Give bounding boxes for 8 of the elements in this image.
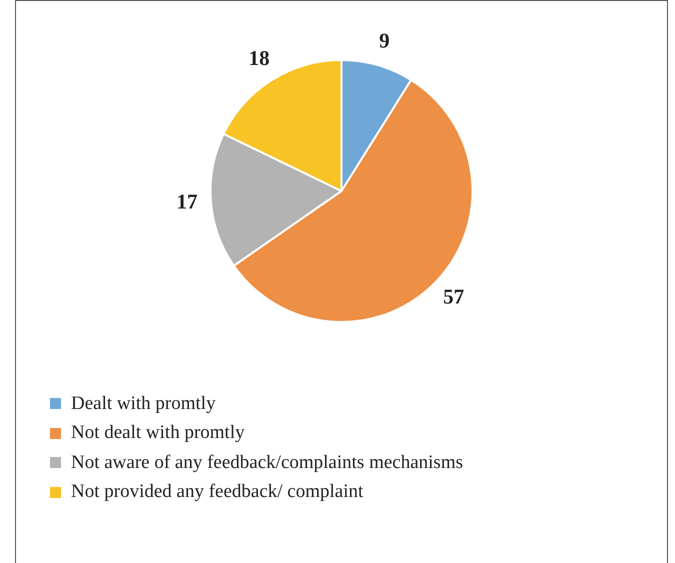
data-label: 9 <box>379 28 390 52</box>
legend-label: Not dealt with promtly <box>71 422 245 444</box>
data-label: 17 <box>176 189 198 214</box>
legend-label: Not aware of any feedback/complaints mechanisms <box>71 452 463 474</box>
legend-label: Not provided any feedback/ complaint <box>71 481 364 504</box>
data-label: 18 <box>248 46 270 70</box>
data-label: 57 <box>443 284 464 308</box>
legend-label: Dealt with promtly <box>71 392 216 415</box>
